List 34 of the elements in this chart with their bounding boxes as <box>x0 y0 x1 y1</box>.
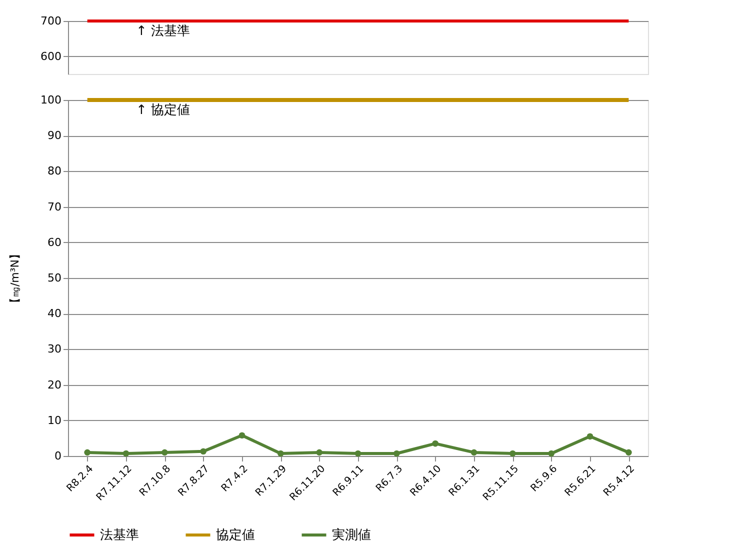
point <box>586 433 594 440</box>
point <box>548 450 554 457</box>
y-tick-label: 90 <box>48 129 62 142</box>
y-axis-title: 【㎎/m³N】 <box>8 248 22 309</box>
y-tick-label: 700 <box>40 14 62 28</box>
point <box>200 448 206 455</box>
y-tick-label: 10 <box>48 414 62 427</box>
point <box>626 449 632 456</box>
point <box>84 449 90 456</box>
point <box>122 450 130 457</box>
y-tick-label: 20 <box>48 378 62 392</box>
y-tick-label: 60 <box>48 236 62 249</box>
y-tick-label: 80 <box>48 164 62 178</box>
legend-label: 法基準 <box>100 528 139 543</box>
point <box>316 449 322 456</box>
y-tick-label: 40 <box>48 307 62 320</box>
y-tick-label: 0 <box>54 450 62 462</box>
point <box>432 440 438 447</box>
point <box>510 450 516 457</box>
annotation: ↑ 協定値 <box>136 103 190 118</box>
legend-label: 実測値 <box>332 527 371 543</box>
point <box>238 432 246 439</box>
point <box>470 449 478 456</box>
point <box>278 450 284 457</box>
y-tick-label: 50 <box>48 272 62 284</box>
point <box>354 450 362 457</box>
point <box>162 449 168 456</box>
annotation: ↑ 法基準 <box>136 24 190 39</box>
point <box>394 450 400 457</box>
y-tick-label: 600 <box>40 50 62 63</box>
legend-label: 協定値 <box>216 528 255 543</box>
y-tick-label: 100 <box>40 94 62 106</box>
y-tick-label: 70 <box>48 200 62 214</box>
y-tick-label: 30 <box>48 342 62 356</box>
